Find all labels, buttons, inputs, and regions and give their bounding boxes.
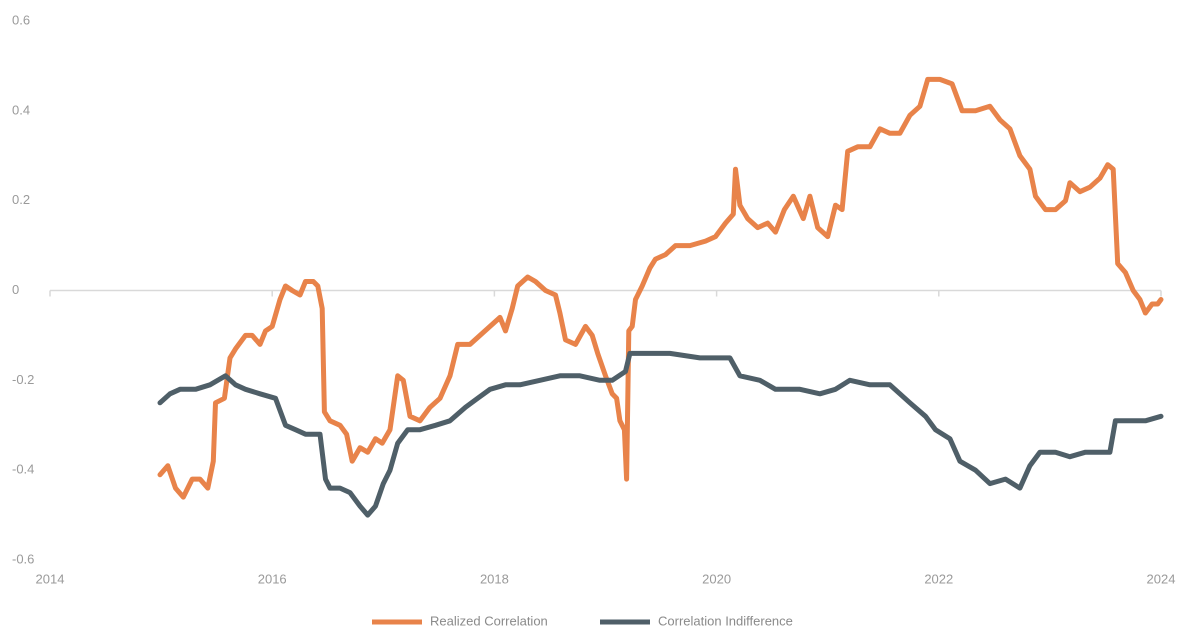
x-tick-label: 2014 <box>36 571 65 586</box>
y-tick-label: 0.2 <box>12 192 30 207</box>
x-tick-label: 2022 <box>924 571 953 586</box>
y-tick-label: 0.4 <box>12 102 30 117</box>
x-tick-label: 2024 <box>1147 571 1176 586</box>
y-tick-label: -0.4 <box>12 462 34 477</box>
series-line <box>157 76 1164 500</box>
x-tick-label: 2018 <box>480 571 509 586</box>
y-tick-label: 0 <box>12 282 19 297</box>
x-tick-label: 2020 <box>702 571 731 586</box>
y-tick-label: 0.6 <box>12 12 30 27</box>
legend-label: Correlation Indifference <box>658 613 793 628</box>
y-tick-label: -0.2 <box>12 372 34 387</box>
legend-label: Realized Correlation <box>430 613 548 628</box>
x-tick-label: 2016 <box>258 571 287 586</box>
series-line <box>157 350 1164 518</box>
y-tick-label: -0.6 <box>12 551 34 566</box>
